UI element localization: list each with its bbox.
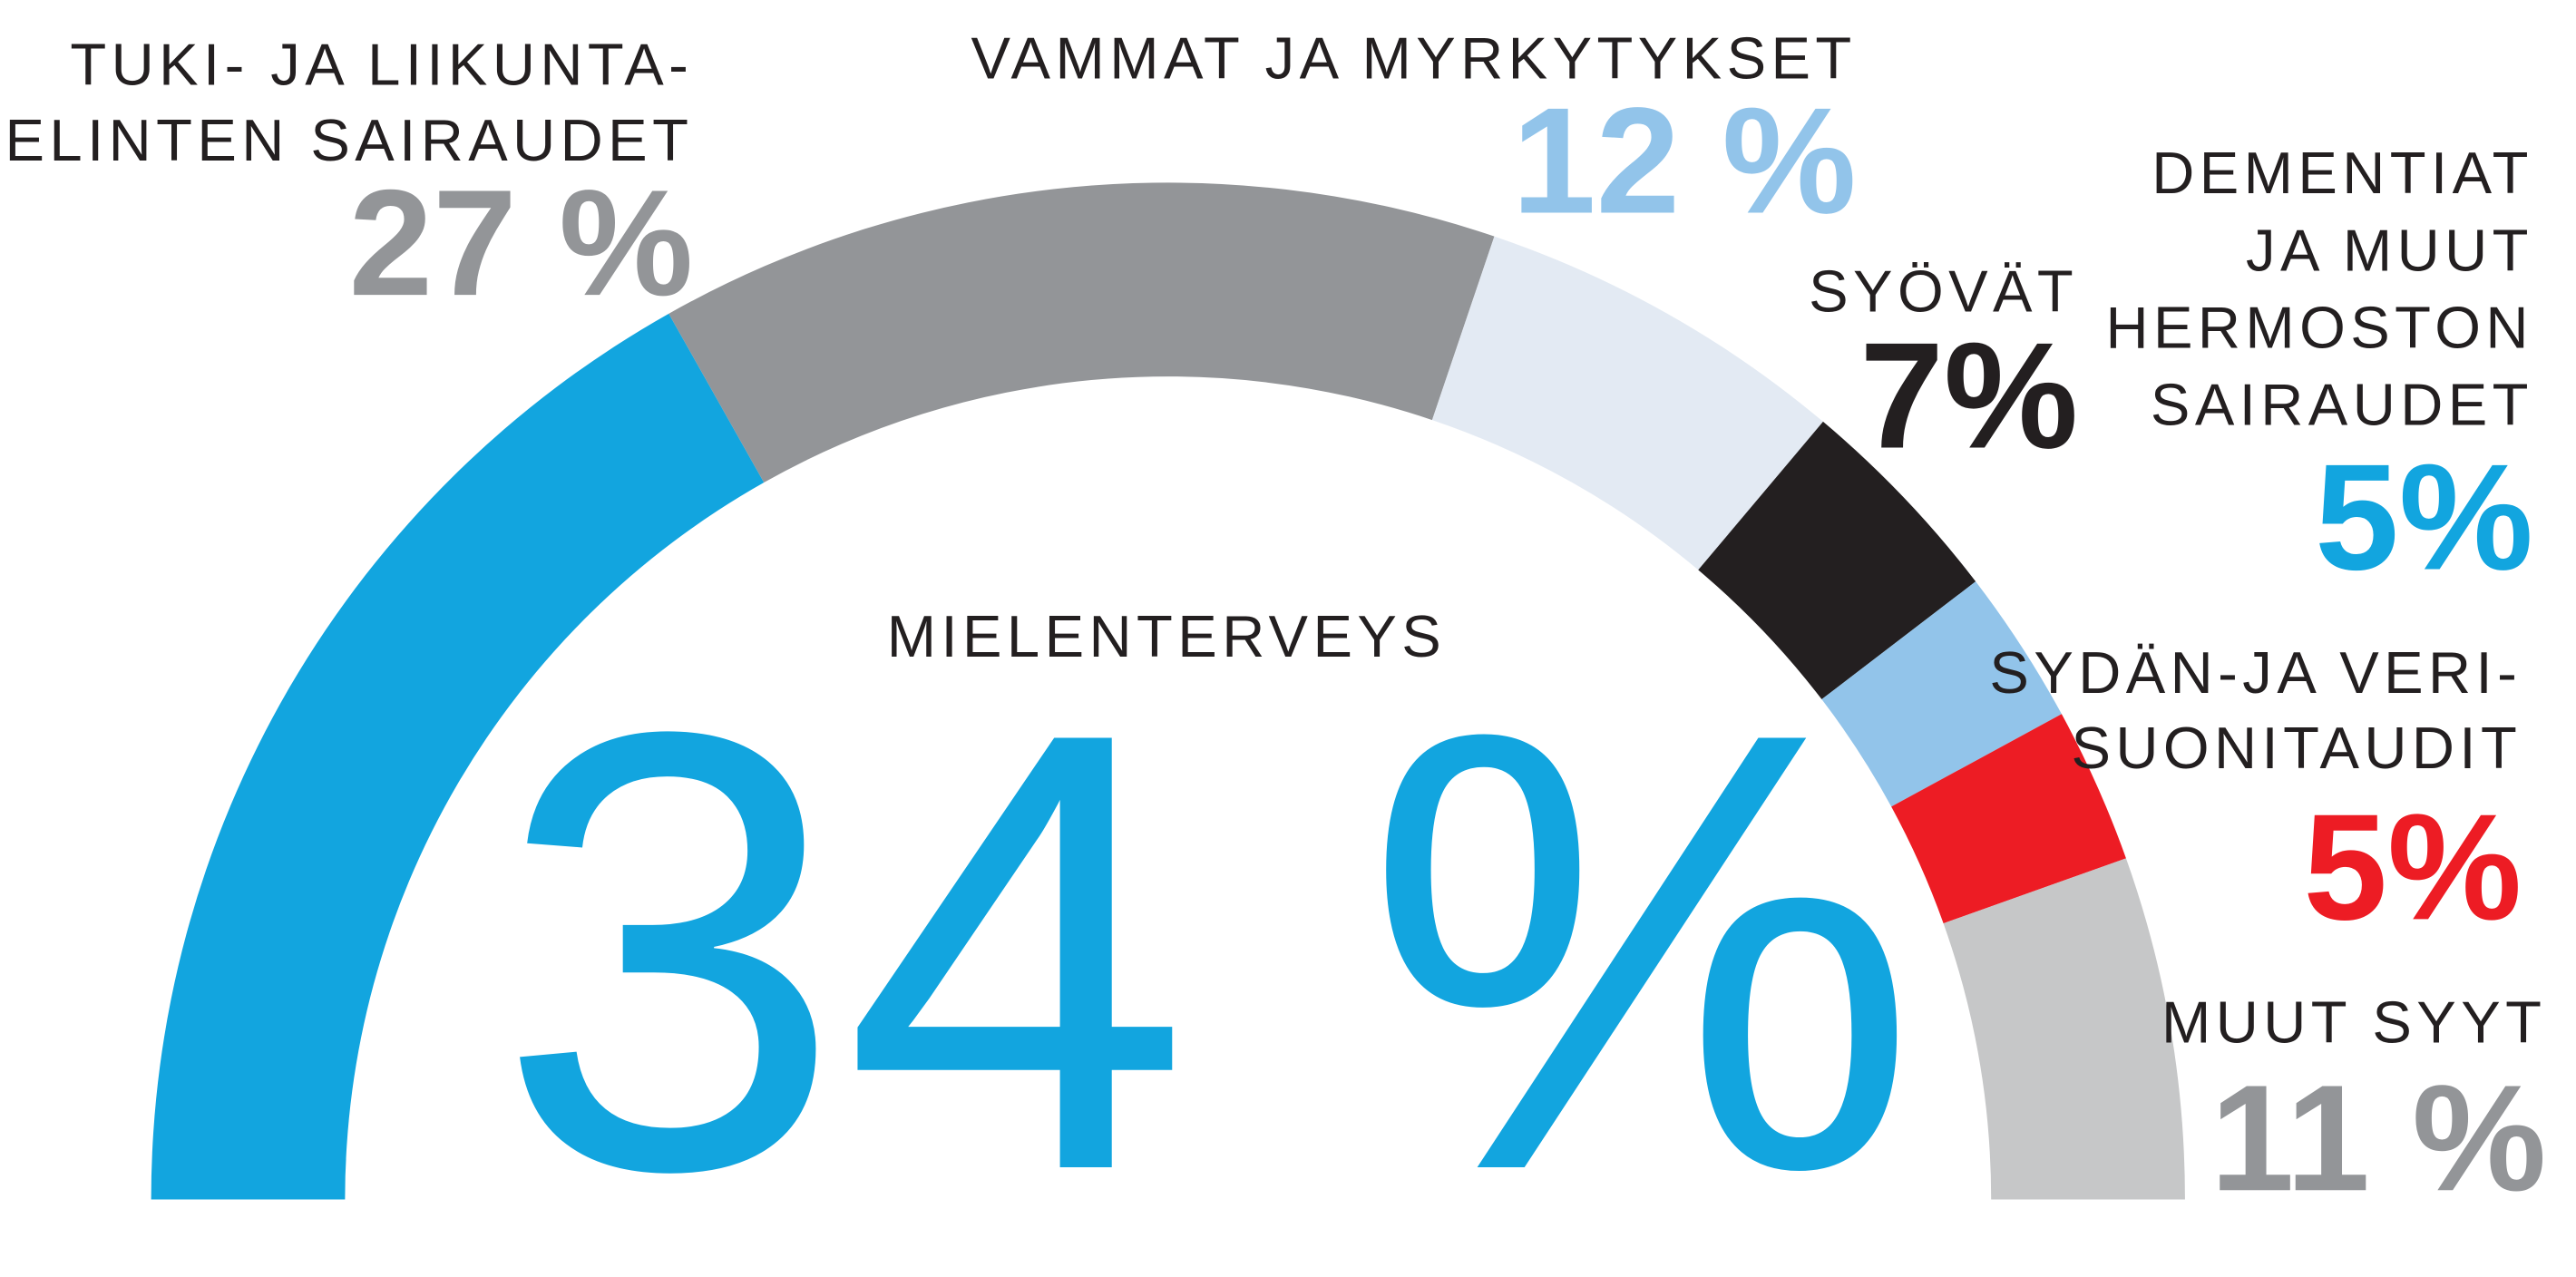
category-label: DEMENTIAT	[2152, 140, 2533, 206]
category-label: JA MUUT	[2246, 217, 2533, 283]
value-label: 5%	[2303, 783, 2522, 951]
category-label: SYÖVÄT	[1809, 258, 2078, 325]
value-label: 27 %	[349, 159, 694, 327]
category-label: HERMOSTON	[2105, 294, 2532, 360]
category-label: SAIRAUDET	[2151, 372, 2533, 438]
category-label: MIELENTERVEYS	[887, 603, 1446, 669]
category-label: SUONITAUDIT	[2071, 715, 2522, 781]
category-label: SYDÄN-JA VERI-	[1989, 639, 2522, 706]
category-label: MUUT SYYT	[2161, 989, 2546, 1056]
value-label: 11 %	[2210, 1054, 2547, 1223]
category-label: VAMMAT JA MYRKYTYKSET	[971, 24, 1856, 91]
category-label: TUKI- JA LIIKUNTA-	[70, 32, 693, 98]
arc-segment	[1698, 421, 1976, 700]
value-label: 7%	[1859, 312, 2078, 481]
value-label: 34 %	[496, 602, 1919, 1277]
value-label: 12 %	[1512, 77, 1857, 246]
arc-segment	[1943, 858, 2185, 1200]
arc-segment	[1821, 581, 2062, 807]
arc-segment	[668, 182, 1495, 483]
arc-segment	[1891, 714, 2126, 924]
category-label: ELINTEN SAIRAUDET	[5, 107, 693, 173]
arc-segment	[1431, 236, 1823, 570]
value-label: 5%	[2315, 434, 2533, 602]
arc-segment	[151, 313, 765, 1200]
